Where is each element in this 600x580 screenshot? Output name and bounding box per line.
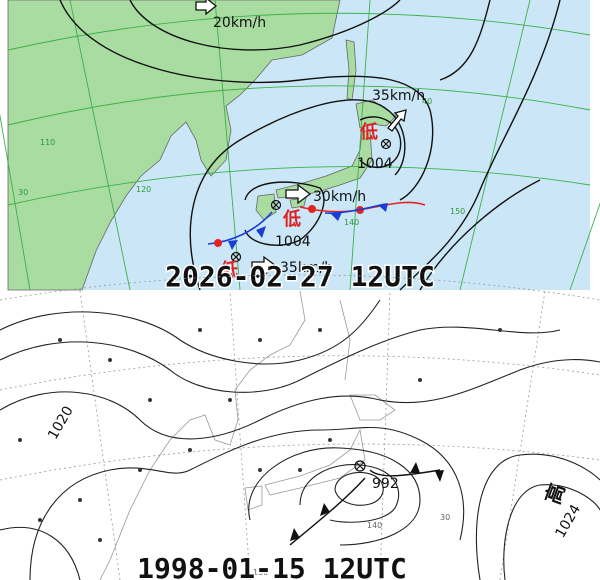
isobar xyxy=(334,472,384,506)
timestamp: 2026-02-27 12UTC xyxy=(165,260,435,293)
front xyxy=(369,469,441,477)
longitude-line xyxy=(569,202,600,291)
isobar xyxy=(439,0,491,81)
longitude-line xyxy=(69,0,131,291)
motion-arrow xyxy=(195,0,218,16)
isobar xyxy=(399,0,561,291)
low-center xyxy=(230,138,392,263)
grid-label: 130 xyxy=(253,568,268,577)
coastline xyxy=(339,299,351,381)
isobar xyxy=(299,464,400,523)
low-pressure: 1004 xyxy=(357,156,393,172)
isobar xyxy=(0,359,600,440)
low-symbol: 低 xyxy=(282,208,301,230)
low-pressure: 992 xyxy=(372,476,399,492)
longitude-line xyxy=(349,0,371,291)
latitude-line xyxy=(7,85,591,126)
isobar xyxy=(248,447,421,546)
motion-label: 30km/h xyxy=(313,189,366,205)
grid-label: 40 xyxy=(422,97,432,106)
motion-arrow xyxy=(387,109,407,132)
forecast-map: 40 30 110 120 140 150 低 1004 低 1004 低 xyxy=(0,0,600,295)
continent xyxy=(7,0,341,291)
isobar xyxy=(244,181,325,246)
warm-front-mark xyxy=(308,205,316,213)
low-symbol: 低 xyxy=(359,121,378,143)
low-center xyxy=(354,460,366,472)
longitude-line xyxy=(459,0,531,291)
grid-label: 140 xyxy=(344,218,359,227)
motion-label: 20km/h xyxy=(213,15,266,31)
isobar xyxy=(359,116,402,169)
motion-label: 35km/h xyxy=(372,88,425,104)
isobar xyxy=(419,179,541,291)
isobar xyxy=(475,453,600,580)
timestamp: 1998-01-15 12UTC xyxy=(137,552,407,580)
motion-arrow xyxy=(285,183,312,205)
coastline xyxy=(349,394,396,421)
isobar xyxy=(189,99,406,291)
low-pressure: 1004 xyxy=(275,234,311,250)
isobar xyxy=(503,484,600,580)
cold-front-mark xyxy=(330,203,388,221)
station-marks xyxy=(18,328,502,542)
isobar xyxy=(29,427,465,580)
longitude-line xyxy=(79,290,546,580)
isobar xyxy=(0,326,561,393)
latitude-line xyxy=(7,166,591,206)
grid-label: 110 xyxy=(40,138,55,147)
warm-front-mark xyxy=(214,239,222,247)
low-symbol: 低 xyxy=(219,259,238,281)
grid-label: 120 xyxy=(136,185,151,194)
motion-label: 35km/h xyxy=(280,260,333,276)
grid-label: 150 xyxy=(450,207,465,216)
historical-map: 130 140 30 992 1020 高 1024 1998-01-15 xyxy=(0,274,600,580)
isobar xyxy=(0,299,381,365)
grid-label: 30 xyxy=(440,513,450,522)
grid-label: 30 xyxy=(18,188,28,197)
hokkaido xyxy=(355,99,397,129)
coastline xyxy=(99,290,306,580)
latitude-line xyxy=(0,274,600,481)
coastline xyxy=(244,485,263,511)
longitude-line xyxy=(0,113,31,291)
motion-arrow xyxy=(251,255,278,277)
coastline xyxy=(264,428,366,496)
cold-front-mark xyxy=(228,226,266,250)
isobar xyxy=(0,526,81,580)
isobar xyxy=(129,0,401,51)
latitude-line xyxy=(7,12,591,51)
grid-label: 140 xyxy=(367,521,382,530)
isobar xyxy=(59,0,434,201)
